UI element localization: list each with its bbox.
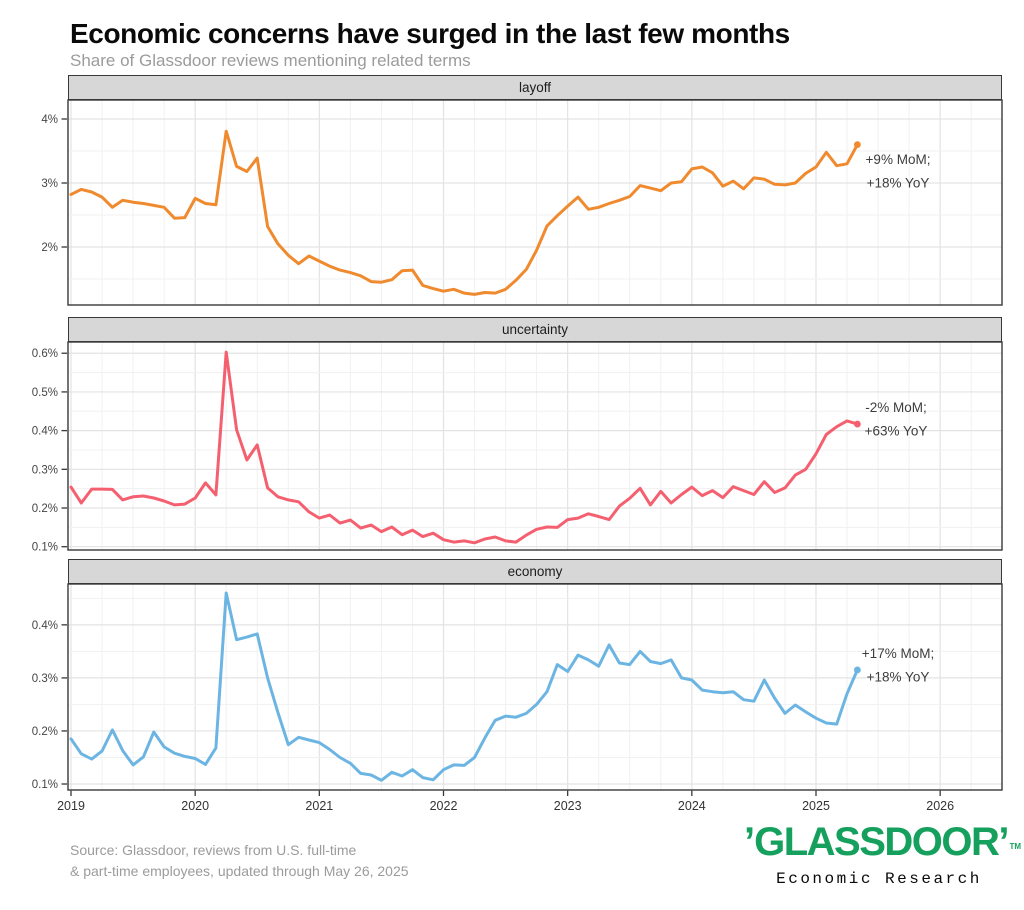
panel-border xyxy=(67,99,1003,306)
logo-tagline: Economic Research xyxy=(776,870,982,888)
x-axis-label: 2021 xyxy=(305,799,333,813)
y-tick-label: 0.6% xyxy=(32,348,58,360)
y-tick-label: 0.3% xyxy=(32,673,58,685)
x-axis-label: 2024 xyxy=(678,799,706,813)
panel-strip-label: economy xyxy=(507,564,563,579)
source-line-2: & part-time employees, updated through M… xyxy=(70,863,409,879)
panel-background xyxy=(68,100,1002,305)
logo-close-quote: ’ xyxy=(998,820,1009,864)
uncertainty-endpoint xyxy=(853,420,861,428)
panel-strip-uncertainty: uncertainty xyxy=(68,317,1002,342)
annotation-layoff: +9% MoM; xyxy=(866,152,931,167)
layoff-line xyxy=(69,129,859,296)
panel-border xyxy=(67,583,1003,791)
x-axis-label: 2026 xyxy=(926,799,954,813)
y-tick-label: 3% xyxy=(41,178,58,190)
y-tick-label: 0.2% xyxy=(32,503,58,515)
economy-endpoint xyxy=(853,666,861,674)
annotation-uncertainty: -2% MoM; xyxy=(865,400,927,415)
x-axis-label: 2019 xyxy=(57,799,85,813)
source-note: Source: Glassdoor, reviews from U.S. ful… xyxy=(70,840,409,882)
panel-background xyxy=(68,342,1002,550)
x-axis-label: 2022 xyxy=(430,799,458,813)
uncertainty-line xyxy=(69,350,859,545)
source-line-1: Source: Glassdoor, reviews from U.S. ful… xyxy=(70,842,357,858)
annotation-economy: +17% MoM; xyxy=(862,646,934,661)
y-tick-label: 0.1% xyxy=(32,779,58,791)
annotation-layoff: +18% YoY xyxy=(867,176,930,191)
logo-open-quote: ’ xyxy=(744,820,755,864)
panel-strip-label: layoff xyxy=(518,80,552,95)
y-tick-label: 2% xyxy=(41,242,58,254)
chart-title: Economic concerns have surged in the las… xyxy=(70,18,790,49)
y-tick-label: 0.2% xyxy=(32,726,58,738)
layoff-endpoint xyxy=(853,141,861,149)
y-tick-label: 0.1% xyxy=(32,542,58,554)
annotation-economy: +18% YoY xyxy=(867,670,930,685)
x-axis-label: 2020 xyxy=(181,799,209,813)
chart-subtitle: Share of Glassdoor reviews mentioning re… xyxy=(70,51,471,70)
y-tick-label: 4% xyxy=(41,114,58,126)
logo-text: GLASSDOOR xyxy=(754,820,1000,864)
economy-line xyxy=(69,591,859,782)
annotation-uncertainty: +63% YoY xyxy=(865,424,928,439)
x-axis-label: 2025 xyxy=(802,799,830,813)
x-axis-label: 2023 xyxy=(554,799,582,813)
y-tick-label: 0.4% xyxy=(32,620,58,632)
panel-strip-label: uncertainty xyxy=(501,322,569,337)
panel-border xyxy=(67,341,1003,551)
glassdoor-logo: ’GLASSDOOR’TM Economic Research xyxy=(744,820,1021,888)
logo-trademark: TM xyxy=(1009,842,1022,851)
y-tick-label: 0.4% xyxy=(32,426,58,438)
y-tick-label: 0.5% xyxy=(32,387,58,399)
glassdoor-wordmark: ’GLASSDOOR’TM xyxy=(744,820,1021,869)
y-tick-label: 0.3% xyxy=(32,464,58,476)
